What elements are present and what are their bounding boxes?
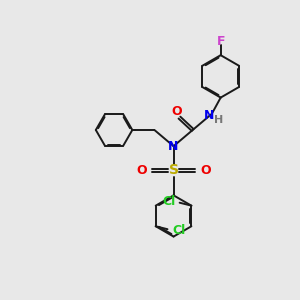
Text: H: H [214,115,223,125]
Text: O: O [136,164,147,177]
Text: N: N [168,140,179,153]
Text: Cl: Cl [162,195,175,208]
Text: Cl: Cl [172,224,185,237]
Text: F: F [216,34,225,48]
Text: S: S [169,163,178,177]
Text: N: N [204,109,215,122]
Text: O: O [172,105,182,118]
Text: O: O [200,164,211,177]
